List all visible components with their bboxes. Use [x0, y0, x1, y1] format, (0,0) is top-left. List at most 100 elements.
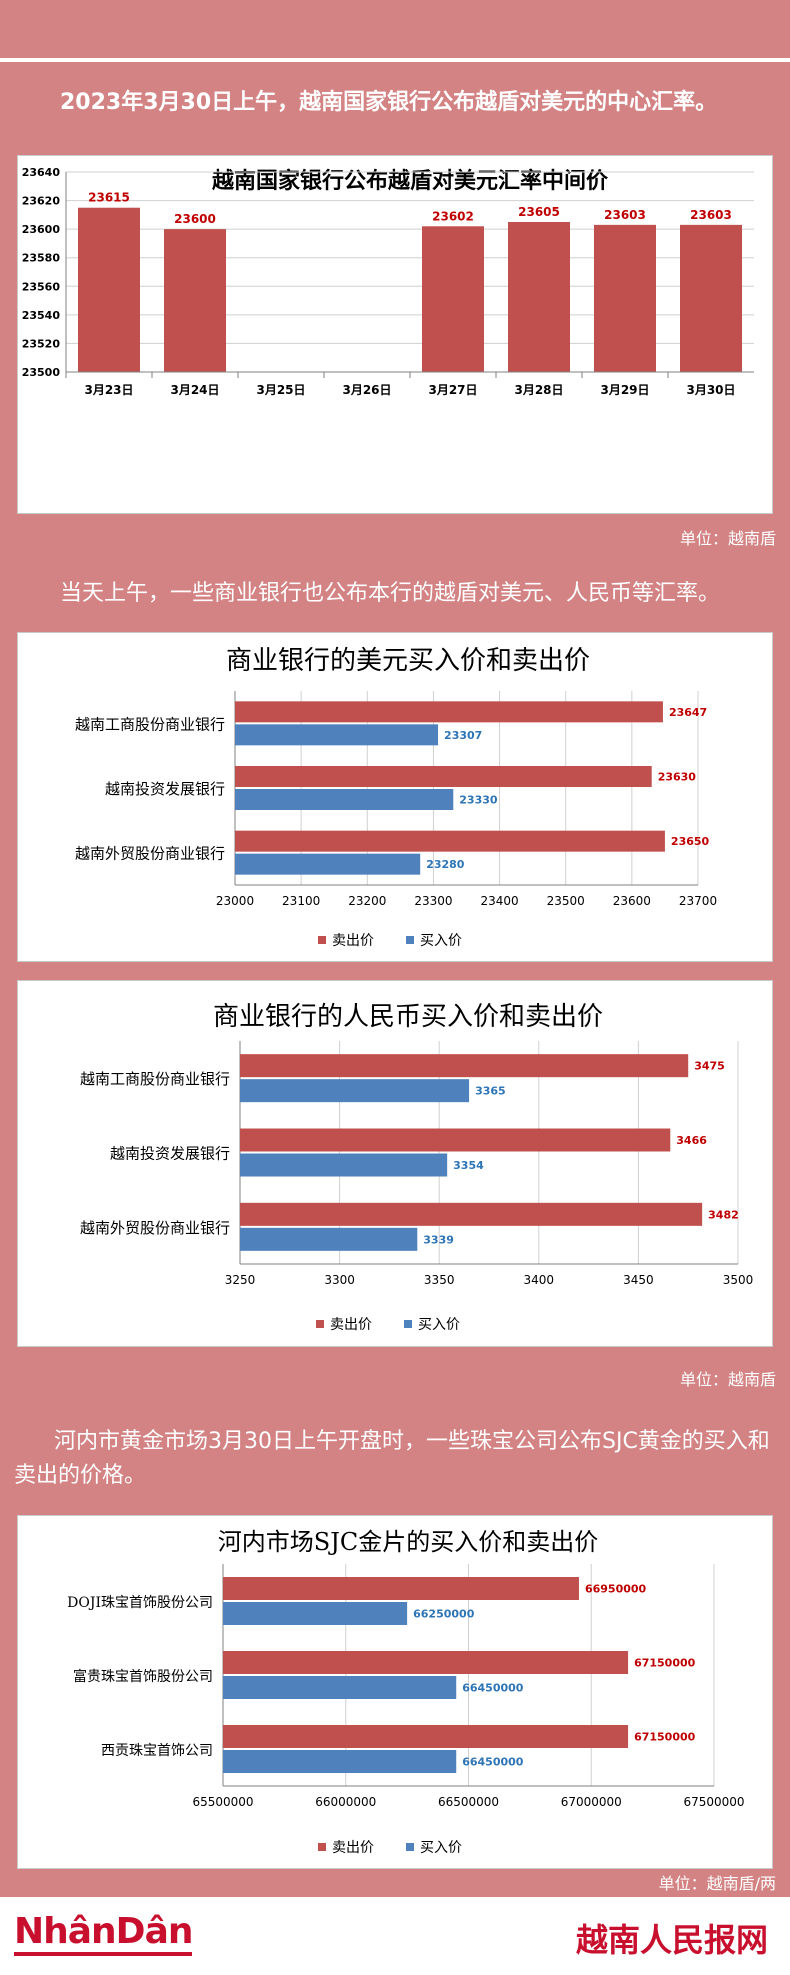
x-tick-label: 3300: [324, 1273, 355, 1287]
data-label: 3482: [708, 1208, 739, 1221]
x-tick-label: 67000000: [561, 1795, 622, 1809]
bar: [164, 229, 226, 372]
data-label: 23650: [671, 835, 710, 848]
bar: [594, 224, 656, 372]
chart-title: 商业银行的人民币买入价和卖出价: [213, 1002, 603, 1032]
buy-bar: [223, 1676, 457, 1699]
y-tick-label: 23600: [22, 223, 61, 236]
legend-sell-swatch: [318, 1843, 326, 1851]
x-tick-label: 3250: [225, 1273, 256, 1287]
data-label: 23603: [690, 208, 732, 222]
category-label: 越南外贸股份商业银行: [75, 845, 225, 863]
x-tick-label: 3月26日: [342, 383, 391, 397]
chart-central-rate: 越南国家银行公布越盾对美元汇率中间价 23500 23520 23540 23560 23…: [17, 155, 773, 514]
x-tick-label: 3450: [623, 1273, 654, 1287]
category-label: DOJI珠宝首饰股份公司: [67, 1595, 213, 1611]
bar: [680, 224, 742, 372]
x-tick-label: 3350: [424, 1273, 455, 1287]
buy-bar: [240, 1079, 470, 1103]
category-label: 越南投资发展银行: [110, 1145, 230, 1163]
data-label: 23600: [174, 212, 216, 226]
category-label: 西贡珠宝首饰公司: [101, 1743, 213, 1759]
chart-title: 河内市场SJC金片的买入价和卖出价: [218, 1528, 598, 1556]
data-label: 23605: [518, 205, 560, 219]
sell-bar: [223, 1725, 629, 1748]
y-tick-label: 23560: [22, 280, 61, 293]
unit-label-2: 单位：越南盾: [679, 1370, 776, 1389]
sell-bar: [240, 1202, 703, 1226]
data-label: 3475: [694, 1060, 725, 1073]
buy-bar: [235, 853, 421, 875]
x-tick-label: 3月29日: [600, 383, 649, 397]
chart-central-rate-svg: 越南国家银行公布越盾对美元汇率中间价2350023520235402356023…: [22, 166, 754, 397]
footer-bar: NhânDân 越南人民报网: [0, 1897, 790, 1975]
chart-usd-rates-svg: 商业银行的美元买入价和卖出价 23000 23100 23200 23300 23400 2…: [75, 646, 717, 949]
site-name-logo[interactable]: 越南人民报网: [575, 1921, 768, 1959]
y-tick-label: 23540: [22, 309, 61, 322]
y-tick-label: 23500: [22, 366, 61, 379]
x-tick-label: 23100: [282, 894, 320, 908]
sell-bar: [235, 830, 665, 852]
category-label: 越南外贸股份商业银行: [80, 1219, 230, 1237]
data-label: 23647: [669, 706, 707, 719]
sell-bar: [240, 1128, 671, 1152]
legend-sell-swatch: [318, 936, 326, 944]
x-tick-label: 3月28日: [514, 383, 563, 397]
bar: [508, 222, 570, 372]
data-label: 23307: [444, 729, 482, 742]
data-label: 3466: [676, 1134, 707, 1147]
chart-gold-prices: 河内市场SJC金片的买入价和卖出价 65500000 66000000 6650000…: [17, 1515, 773, 1869]
x-tick-label: 23600: [613, 894, 651, 908]
buy-bar: [235, 724, 439, 746]
buy-bar: [235, 789, 454, 810]
chart-gold-prices-svg: 河内市场SJC金片的买入价和卖出价 65500000 66000000 6650000…: [67, 1528, 744, 1856]
category-label: 富贵珠宝首饰股份公司: [73, 1668, 213, 1685]
x-tick-label: 3月25日: [256, 383, 305, 397]
intro-paragraph-3: 河内市黄金市场3月30日上午开盘时，一些珠宝公司公布SJC黄金的买入和卖出的价格…: [14, 1429, 770, 1488]
unit-label-3: 单位：越南盾/两: [658, 1874, 776, 1893]
x-tick-label: 3月27日: [428, 383, 477, 397]
x-tick-label: 23700: [679, 894, 717, 908]
x-tick-label: 66000000: [315, 1795, 376, 1809]
y-tick-label: 23640: [22, 166, 61, 179]
x-tick-label: 23000: [216, 894, 254, 908]
data-label: 66250000: [413, 1608, 475, 1621]
x-tick-label: 23300: [414, 894, 452, 908]
buy-bar: [223, 1602, 408, 1625]
legend-sell-swatch: [316, 1320, 324, 1328]
x-tick-label: 3400: [524, 1273, 555, 1287]
x-tick-label: 3月30日: [686, 383, 735, 397]
x-tick-label: 66500000: [438, 1795, 499, 1809]
legend-buy-swatch: [406, 936, 414, 944]
x-tick-label: 3月24日: [170, 383, 219, 397]
x-tick-label: 23400: [480, 894, 518, 908]
sell-bar: [235, 766, 652, 787]
x-tick-label: 23500: [547, 894, 585, 908]
x-tick-label: 3月23日: [84, 383, 133, 397]
legend-buy-label: 买入价: [420, 933, 462, 949]
legend-buy-swatch: [404, 1320, 412, 1328]
data-label: 66450000: [462, 1682, 524, 1695]
data-label: 3365: [475, 1085, 506, 1098]
x-tick-label: 67500000: [683, 1795, 744, 1809]
chart-title: 商业银行的美元买入价和卖出价: [226, 646, 590, 676]
data-label: 67150000: [634, 1657, 696, 1670]
intro-paragraph-1: 2023年3月30日上午，越南国家银行公布越盾对美元的中心汇率。: [60, 90, 718, 115]
buy-bar: [223, 1750, 457, 1773]
legend-buy-label: 买入价: [420, 1840, 462, 1856]
sell-bar: [240, 1054, 689, 1078]
nhandan-logo[interactable]: NhânDân: [14, 1911, 193, 1956]
category-label: 越南投资发展银行: [105, 780, 225, 798]
x-tick-label: 65500000: [192, 1795, 253, 1809]
data-label: 67150000: [634, 1731, 696, 1744]
nhandan-logo-text: NhânDân: [14, 1912, 193, 1956]
legend-sell-label: 卖出价: [330, 1317, 372, 1333]
data-label: 3354: [453, 1159, 484, 1172]
buy-bar: [240, 1227, 418, 1251]
data-label: 23280: [426, 858, 465, 871]
top-divider: [0, 58, 790, 62]
bar: [78, 207, 140, 372]
data-label: 23615: [88, 191, 130, 205]
category-label: 越南工商股份商业银行: [80, 1070, 230, 1088]
data-label: 23330: [459, 794, 498, 807]
